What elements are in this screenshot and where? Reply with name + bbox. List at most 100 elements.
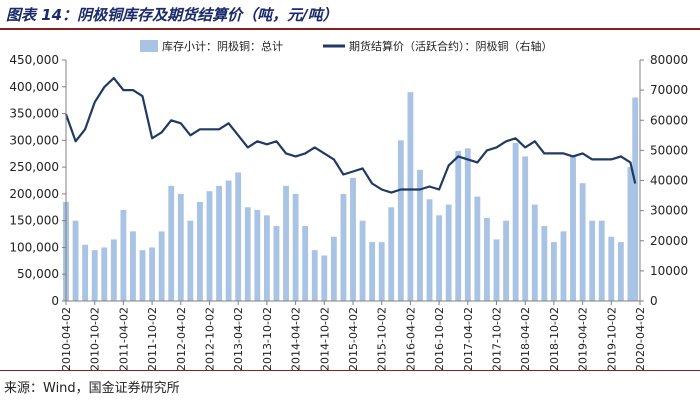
inventory-bar: [579, 183, 586, 301]
inventory-bar: [292, 193, 299, 301]
x-tick-label: 2013-10-02: [261, 307, 274, 370]
y-left-tick-label: 50,000: [17, 267, 59, 281]
inventory-bar: [503, 220, 509, 301]
inventory-bar: [149, 247, 156, 301]
axes: 0 50,000 100,000 150,000 200,000 250,000 300,0…: [9, 53, 688, 370]
y-right-tick-label: 80000: [650, 53, 688, 67]
inventory-bar: [302, 226, 309, 301]
inventory-bar: [120, 209, 127, 301]
y-left-tick-label: 100,000: [9, 240, 59, 254]
x-tick-label: 2017-04-02: [462, 307, 475, 370]
inventory-bar: [608, 236, 615, 301]
inventory-bar: [206, 191, 213, 301]
inventory-bar: [484, 217, 490, 301]
inventory-bar: [139, 250, 146, 301]
inventory-bar: [598, 220, 605, 301]
inventory-bars: [63, 92, 639, 301]
inventory-bar: [417, 169, 423, 301]
source-divider: [0, 370, 700, 371]
inventory-bar: [541, 226, 548, 301]
y-left-tick-label: 0: [51, 294, 59, 308]
x-tick-label: 2012-10-02: [204, 307, 217, 370]
legend-label-inventory: 库存小计：阴极铜：总计: [162, 39, 283, 53]
x-tick-label: 2010-04-02: [60, 307, 73, 370]
x-tick-label: 2012-04-02: [175, 307, 188, 370]
y-left-tick-label: 200,000: [9, 187, 59, 201]
x-tick-label: 2019-04-02: [577, 307, 590, 370]
inventory-bar: [177, 193, 184, 301]
y-left-tick-label: 400,000: [9, 80, 59, 94]
inventory-bar: [254, 209, 261, 301]
y-right-tick-label: 0: [650, 294, 658, 308]
inventory-bar: [311, 250, 318, 301]
inventory-bar: [91, 250, 98, 301]
y-right-tick-label: 50000: [650, 143, 688, 157]
y-left-tick-label: 150,000: [9, 214, 59, 228]
inventory-bar: [158, 231, 165, 301]
inventory-bar: [522, 156, 529, 301]
x-tick-label: 2013-04-02: [232, 307, 245, 370]
y-right-tick-label: 20000: [650, 234, 688, 248]
inventory-bar: [101, 247, 108, 301]
x-tick-label: 2011-04-02: [117, 307, 130, 370]
inventory-bar: [130, 231, 136, 301]
inventory-bar: [632, 97, 639, 301]
inventory-bar: [321, 255, 328, 301]
legend-label-price: 期货结算价（活跃合约）：阴极铜（右轴）: [349, 39, 553, 53]
inventory-bar: [531, 204, 538, 301]
chart: 0 50,000 100,000 150,000 200,000 250,000 300,0…: [9, 39, 688, 370]
inventory-bar: [407, 92, 414, 301]
inventory-bar: [82, 244, 89, 301]
x-tick-label: 2018-04-02: [519, 307, 532, 370]
x-tick-label: 2018-10-02: [548, 307, 561, 370]
inventory-bar: [72, 220, 79, 301]
x-tick-label: 2014-04-02: [290, 307, 303, 370]
inventory-bar: [273, 226, 280, 301]
inventory-bar: [512, 143, 519, 301]
inventory-bar: [436, 215, 443, 301]
inventory-bar: [493, 239, 500, 301]
inventory-bar: [225, 180, 232, 301]
x-tick-label: 2015-04-02: [347, 307, 360, 370]
inventory-bar: [397, 140, 404, 301]
y-right-tick-label: 40000: [650, 174, 688, 188]
price-line: [64, 76, 637, 194]
x-tick-label: 2014-10-02: [318, 307, 331, 370]
y-right-tick-label: 30000: [650, 204, 688, 218]
y-left-tick-label: 350,000: [9, 107, 59, 121]
x-tick-label: 2011-10-02: [146, 307, 159, 370]
x-tick-label: 2016-04-02: [404, 307, 417, 370]
inventory-bar: [388, 207, 395, 301]
inventory-bar: [369, 242, 376, 301]
inventory-bar: [474, 196, 481, 301]
inventory-bar: [340, 193, 347, 301]
inventory-bar: [216, 185, 222, 301]
inventory-bar: [187, 220, 194, 301]
x-tick-label: 2010-10-02: [89, 307, 102, 370]
x-tick-label: 2020-04-02: [634, 307, 647, 370]
legend-swatch-inventory: [140, 40, 158, 52]
inventory-bar: [550, 242, 557, 301]
y-right-tick-label: 70000: [650, 83, 688, 97]
y-right-tick-label: 10000: [650, 264, 688, 278]
y-left-tick-label: 450,000: [9, 53, 59, 67]
inventory-bar: [378, 242, 385, 301]
inventory-bar: [627, 167, 634, 301]
inventory-bar: [589, 220, 596, 301]
inventory-bar: [350, 177, 356, 301]
legend: 库存小计：阴极铜：总计 期货结算价（活跃合约）：阴极铜（右轴）: [140, 39, 553, 53]
inventory-bar: [110, 239, 117, 301]
x-tick-label: 2017-10-02: [491, 307, 504, 370]
inventory-bar: [244, 207, 251, 301]
inventory-bar: [426, 199, 433, 301]
inventory-bar: [168, 185, 175, 301]
title-divider: [0, 28, 700, 30]
x-tick-label: 2019-10-02: [605, 307, 618, 370]
price-line-path: [64, 76, 637, 194]
inventory-bar: [235, 172, 242, 301]
inventory-bar: [464, 148, 471, 301]
x-tick-label: 2016-10-02: [433, 307, 446, 370]
y-right-tick-label: 60000: [650, 113, 688, 127]
chart-title: 图表 14：阴极铜库存及期货结算价（吨，元/吨）: [6, 6, 338, 24]
inventory-bar: [445, 204, 452, 301]
